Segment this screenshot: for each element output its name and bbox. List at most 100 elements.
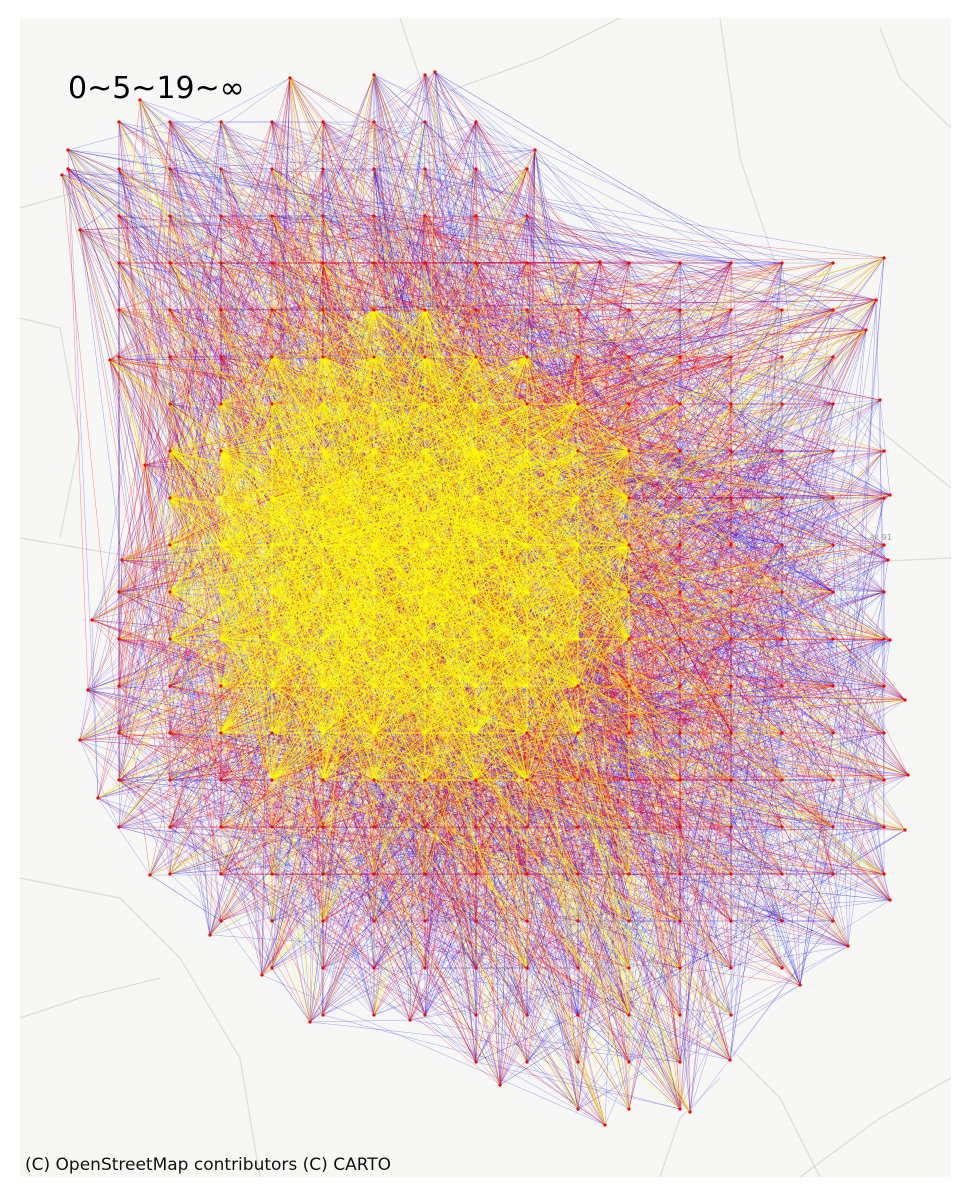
flow-line-low [169,121,834,264]
flow-line-low [781,497,885,734]
flow-line-low [689,920,834,1113]
flow-line-low [220,299,877,311]
flow-line-low [209,934,681,969]
flow-line-low [373,826,630,1063]
flow-line-low [628,591,885,828]
flow-line-low [97,215,273,799]
flow-line-low [91,450,171,621]
flow-line-low [169,121,426,217]
flow-line-low [67,149,99,799]
flow-line-low [424,215,906,831]
flow-line-low [499,920,681,1086]
flow-line-low [475,826,691,1113]
flow-line-mid [271,779,324,828]
flow-line-low [434,71,891,496]
flow-line-low [689,826,732,1113]
flow-line-low [628,826,732,1063]
flow-line-mid [577,497,906,831]
flow-line-low [118,215,601,263]
flow-line-mid [679,403,732,452]
flow-line-low [729,920,834,1061]
flow-line-low [139,99,681,405]
flow-line-low [309,638,732,1023]
flow-line-low [577,262,630,405]
flow-line-low [79,229,123,561]
flow-line-low [118,638,501,1086]
flow-line-low [832,329,867,546]
flow-line-low [373,329,867,922]
flow-line-low [679,774,909,969]
map-frame[interactable]: ...ak 91 0~5~19~∞ (C) OpenStreetMap cont… [20,18,951,1177]
flow-line-low [832,638,885,828]
flow-line-low [271,149,536,264]
flow-line-low [424,74,909,776]
flow-line-low [209,544,579,936]
flow-line-mid [628,591,732,1110]
map-canvas[interactable] [20,18,951,1177]
flow-line-low [577,544,783,687]
flow-line-low [475,1061,681,1110]
flow-line-low [730,356,783,405]
flow-line-low [271,215,783,264]
flow-line-mid [730,685,885,828]
flow-line-low [628,262,834,781]
flow-line-low [118,215,222,264]
flow-line-low [628,591,732,640]
flow-line-low [79,732,375,741]
flow-line-low [628,779,891,901]
flow-line-low [87,689,171,875]
flow-line-mid [373,299,877,687]
flow-line-low [87,689,222,875]
flow-line-low [87,638,222,691]
flow-line-mid [169,403,411,1021]
flow-line-low [118,149,536,358]
flow-line-low [309,920,426,1023]
flow-line-mid [144,464,222,875]
flow-line-low [67,168,426,264]
flow-line-low [424,168,877,301]
flow-line-mid [577,873,801,986]
flow-line-low [169,168,375,217]
flow-line-mid [679,299,877,734]
flow-line-low [424,74,867,331]
flow-line-low [730,299,877,546]
flow-line-mid [118,71,436,311]
flow-line-low [169,732,273,969]
flow-line-low [799,732,834,986]
flow-line-low [109,359,171,875]
flow-line-mid [577,262,783,311]
flow-line-low [271,732,426,969]
flow-line-low [139,99,477,452]
flow-line-mid [118,638,375,969]
flow-line-mid [322,779,606,1126]
flow-line-low [875,299,885,593]
flow-line-mid [679,403,834,499]
flow-line-low [577,329,867,405]
flow-line-mid [679,450,885,687]
flow-line-low [679,494,891,687]
flow-line-low [577,873,731,1061]
flow-line-low [832,559,889,922]
flow-line-low [730,450,891,496]
flow-line-mid [220,299,877,499]
flow-line-mid [169,685,411,1021]
flow-line-low [220,121,426,264]
flow-line-low [832,257,885,593]
flow-line-low [322,121,783,358]
flow-line-low [604,591,834,1126]
flow-line-low [534,149,579,405]
flow-line-low [628,638,885,922]
flow-line-low [79,168,171,231]
flow-line-mid [121,309,222,561]
flow-line-low [289,77,834,405]
flow-line-low [832,497,885,734]
flow-line-low [730,450,889,561]
flow-line-low [679,497,891,641]
flow-line-low [628,356,834,405]
flow-line-low [67,168,211,936]
flow-line-low [832,685,885,875]
flow-line-low [475,967,630,1016]
flow-line-mid [526,329,867,405]
flow-line-low [526,1014,731,1061]
flow-line-low [169,121,426,170]
